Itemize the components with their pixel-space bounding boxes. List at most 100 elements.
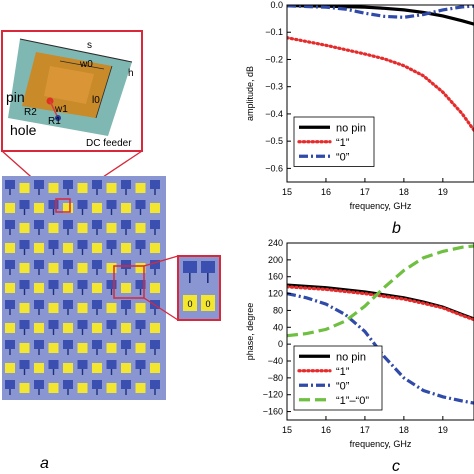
array-cell-state1 bbox=[5, 220, 15, 229]
hole-dot bbox=[55, 115, 61, 121]
array-cell-feeder bbox=[23, 209, 26, 215]
array-cell-state0 bbox=[5, 243, 15, 253]
array-cell-state1 bbox=[92, 300, 102, 309]
metasurface-array bbox=[2, 176, 166, 400]
array-cell-state1 bbox=[150, 340, 160, 349]
array-cell-feeder bbox=[96, 309, 98, 315]
array-cell-state1 bbox=[77, 360, 88, 369]
array-cell-feeder bbox=[110, 289, 113, 295]
array-cell-feeder bbox=[139, 369, 142, 375]
y-tick-label: 0 bbox=[278, 339, 283, 349]
x-tick-label: 18 bbox=[399, 425, 409, 435]
array-cell-state0 bbox=[77, 223, 88, 233]
array-cell-state1 bbox=[34, 260, 44, 269]
array-cell-state0 bbox=[19, 343, 30, 353]
array-cell-state0 bbox=[48, 343, 59, 353]
array-cell-feeder bbox=[52, 329, 55, 335]
array-cell-state1 bbox=[135, 240, 146, 249]
y-tick-label: 0.0 bbox=[270, 0, 283, 10]
array-cell-feeder bbox=[23, 249, 26, 255]
dc-feeder-label: DC feeder bbox=[86, 138, 132, 149]
w0-label: w0 bbox=[79, 59, 93, 70]
array-cell-state0 bbox=[34, 323, 44, 333]
array-cell-state1 bbox=[150, 380, 160, 389]
x-tick-label: 15 bbox=[282, 425, 292, 435]
array-cell-state1 bbox=[5, 300, 15, 309]
x-tick-label: 17 bbox=[360, 425, 370, 435]
w0-dimension-line bbox=[59, 60, 105, 70]
series-line bbox=[287, 5, 474, 26]
array-cell-feeder bbox=[9, 269, 11, 275]
array-cell-state1 bbox=[121, 180, 131, 189]
y-tick-label: −0.1 bbox=[265, 27, 283, 37]
array-cell-feeder bbox=[38, 389, 40, 395]
array-cell-feeder bbox=[67, 229, 69, 235]
array-cell-state0 bbox=[106, 383, 117, 393]
array-cell-feeder bbox=[38, 189, 40, 195]
array-cell-state1 bbox=[106, 240, 117, 249]
array-cell-state0 bbox=[77, 263, 88, 273]
array-cell-state1 bbox=[121, 260, 131, 269]
y-tick-label: −160 bbox=[263, 407, 283, 417]
array-cell-feeder bbox=[139, 249, 142, 255]
array-cell-feeder bbox=[52, 209, 55, 215]
array-cell-state0 bbox=[106, 223, 117, 233]
series-line bbox=[287, 292, 474, 405]
array-cell-feeder bbox=[38, 269, 40, 275]
array-cell-state0 bbox=[106, 263, 117, 273]
array-cell-feeder bbox=[67, 349, 69, 355]
array-cell-state0 bbox=[5, 323, 15, 333]
array-cell-feeder bbox=[67, 389, 69, 395]
array-cell-feeder bbox=[154, 349, 156, 355]
array-cell-state1 bbox=[92, 380, 102, 389]
r2-label: R2 bbox=[24, 107, 37, 118]
array-cell-state1 bbox=[48, 240, 59, 249]
panel-label-a: a bbox=[40, 455, 49, 472]
array-cell-state1 bbox=[92, 180, 102, 189]
array-cell-state1 bbox=[150, 220, 160, 229]
array-cell-state0 bbox=[92, 283, 102, 293]
array-cell-state1 bbox=[150, 180, 160, 189]
array-cell-state0 bbox=[63, 363, 73, 373]
array-cell-state0 bbox=[19, 383, 30, 393]
x-tick-label: 16 bbox=[321, 425, 331, 435]
array-cell-state1 bbox=[19, 240, 30, 249]
array-cell-state1 bbox=[92, 220, 102, 229]
plot-frame bbox=[286, 4, 474, 183]
array-cell-state0 bbox=[92, 243, 102, 253]
array-cell-feeder bbox=[96, 229, 98, 235]
array-cell-feeder bbox=[154, 309, 156, 315]
array-cell-feeder bbox=[139, 329, 142, 335]
series-line bbox=[287, 244, 474, 338]
array-cell-feeder bbox=[9, 389, 11, 395]
plot-frame bbox=[286, 242, 474, 421]
array-cell-feeder bbox=[23, 369, 26, 375]
array-cell-feeder bbox=[38, 349, 40, 355]
array-cell-state0 bbox=[150, 283, 160, 293]
array-cell-state0 bbox=[5, 363, 15, 373]
x-tick-label: 16 bbox=[321, 187, 331, 197]
array-cell-state0 bbox=[48, 303, 59, 313]
s-label: s bbox=[87, 40, 92, 51]
array-cell-state0 bbox=[77, 303, 88, 313]
array-cell-state1 bbox=[19, 360, 30, 369]
array-cell-state1 bbox=[77, 240, 88, 249]
array-cell-state0 bbox=[135, 343, 146, 353]
unit-cell-zoom: s w0 h l0 pin R2 w1 R1 hole DC feeder bbox=[1, 30, 143, 152]
array-cell-state0 bbox=[48, 263, 59, 273]
array-cell-feeder bbox=[81, 209, 84, 215]
legend-label: “1” bbox=[336, 366, 350, 378]
inset-state0-patch-left bbox=[183, 295, 197, 311]
array-cell-state0 bbox=[34, 203, 44, 213]
array-cell-state1 bbox=[19, 200, 30, 209]
array-cell-feeder bbox=[125, 229, 127, 235]
x-axis-label: frequency, GHz bbox=[350, 439, 412, 449]
y-axis-label: phase, degree bbox=[245, 303, 255, 361]
legend-label: “1”–“0” bbox=[336, 395, 369, 407]
array-cell-feeder bbox=[125, 269, 127, 275]
array-cell-state0 bbox=[5, 283, 15, 293]
array-cell-feeder bbox=[154, 229, 156, 235]
phase-chart: 15 16 17 18 19 240 200 160 120 80 40 0 −40 −80 −120 −16… bbox=[245, 238, 474, 449]
array-cell-feeder bbox=[9, 349, 11, 355]
